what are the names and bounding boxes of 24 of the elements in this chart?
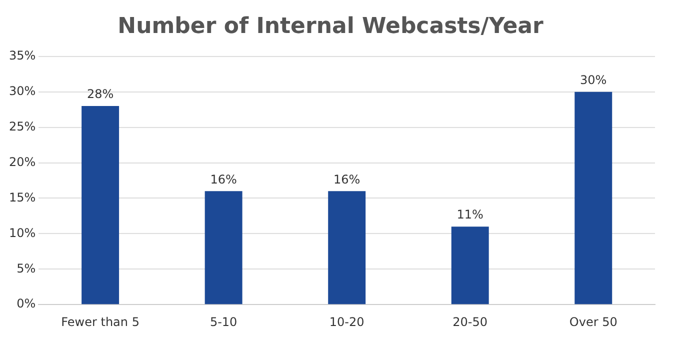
bar bbox=[328, 191, 366, 304]
y-tick-label: 20% bbox=[9, 154, 36, 169]
bar bbox=[204, 191, 242, 304]
bar bbox=[574, 92, 612, 304]
x-tick-label: Fewer than 5 bbox=[61, 314, 140, 329]
y-tick-label: 5% bbox=[16, 261, 36, 276]
x-tick-label: 10-20 bbox=[329, 314, 364, 329]
data-label: 16% bbox=[210, 172, 237, 186]
y-tick-label: 0% bbox=[16, 296, 36, 311]
data-label: 28% bbox=[86, 87, 114, 102]
data-label: 11% bbox=[456, 208, 484, 222]
chart-title: Number of Internal Webcasts/Year bbox=[118, 14, 544, 39]
bar bbox=[451, 226, 489, 304]
x-tick-label: 20-50 bbox=[452, 314, 488, 329]
y-tick-label: 30% bbox=[9, 84, 36, 98]
y-tick-label: 25% bbox=[9, 119, 36, 134]
bar bbox=[82, 106, 120, 304]
y-tick-label: 10% bbox=[9, 226, 36, 240]
x-tick-label: Over 50 bbox=[569, 314, 618, 329]
y-tick-label: 35% bbox=[9, 48, 36, 63]
y-tick-label: 15% bbox=[9, 190, 36, 204]
data-label: 16% bbox=[334, 172, 360, 186]
x-tick-label: 5-10 bbox=[210, 314, 238, 329]
data-label: 30% bbox=[580, 72, 607, 87]
